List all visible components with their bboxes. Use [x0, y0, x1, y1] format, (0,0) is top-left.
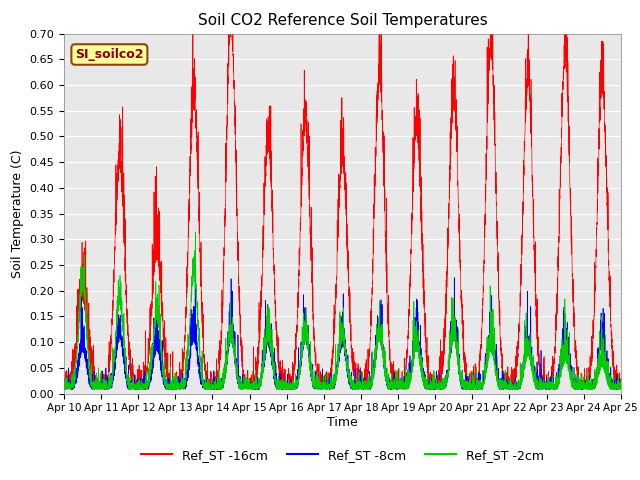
Ref_ST -8cm	[476, 386, 483, 392]
Ref_ST -8cm	[518, 377, 526, 383]
Ref_ST -8cm	[422, 386, 430, 392]
Ref_ST -8cm	[161, 384, 169, 390]
Ref_ST -8cm	[394, 384, 402, 390]
Ref_ST -8cm	[436, 386, 444, 392]
Ref_ST -2cm	[476, 381, 483, 387]
Ref_ST -16cm	[617, 385, 625, 391]
Text: SI_soilco2: SI_soilco2	[75, 48, 143, 61]
Ref_ST -2cm	[394, 383, 402, 389]
Title: Soil CO2 Reference Soil Temperatures: Soil CO2 Reference Soil Temperatures	[198, 13, 487, 28]
Ref_ST -2cm	[60, 384, 68, 390]
X-axis label: Time: Time	[327, 416, 358, 429]
Ref_ST -16cm	[273, 328, 281, 334]
Ref_ST -16cm	[60, 376, 68, 382]
Ref_ST -2cm	[161, 372, 169, 378]
Ref_ST -16cm	[518, 244, 526, 250]
Ref_ST -16cm	[476, 364, 483, 370]
Ref_ST -16cm	[189, 31, 196, 36]
Ref_ST -8cm	[273, 384, 281, 390]
Ref_ST -2cm	[617, 386, 625, 392]
Ref_ST -2cm	[273, 385, 281, 391]
Line: Ref_ST -2cm: Ref_ST -2cm	[64, 232, 621, 389]
Y-axis label: Soil Temperature (C): Soil Temperature (C)	[11, 149, 24, 278]
Ref_ST -8cm	[191, 250, 199, 256]
Ref_ST -2cm	[422, 384, 430, 390]
Ref_ST -8cm	[617, 382, 625, 388]
Ref_ST -16cm	[394, 384, 402, 390]
Line: Ref_ST -8cm: Ref_ST -8cm	[64, 253, 621, 389]
Ref_ST -16cm	[323, 385, 331, 391]
Legend: Ref_ST -16cm, Ref_ST -8cm, Ref_ST -2cm: Ref_ST -16cm, Ref_ST -8cm, Ref_ST -2cm	[136, 444, 549, 467]
Ref_ST -2cm	[478, 386, 486, 392]
Ref_ST -16cm	[161, 358, 169, 363]
Ref_ST -2cm	[192, 229, 200, 235]
Ref_ST -2cm	[518, 379, 526, 385]
Ref_ST -8cm	[60, 384, 68, 390]
Ref_ST -16cm	[422, 345, 430, 350]
Line: Ref_ST -16cm: Ref_ST -16cm	[64, 34, 621, 388]
